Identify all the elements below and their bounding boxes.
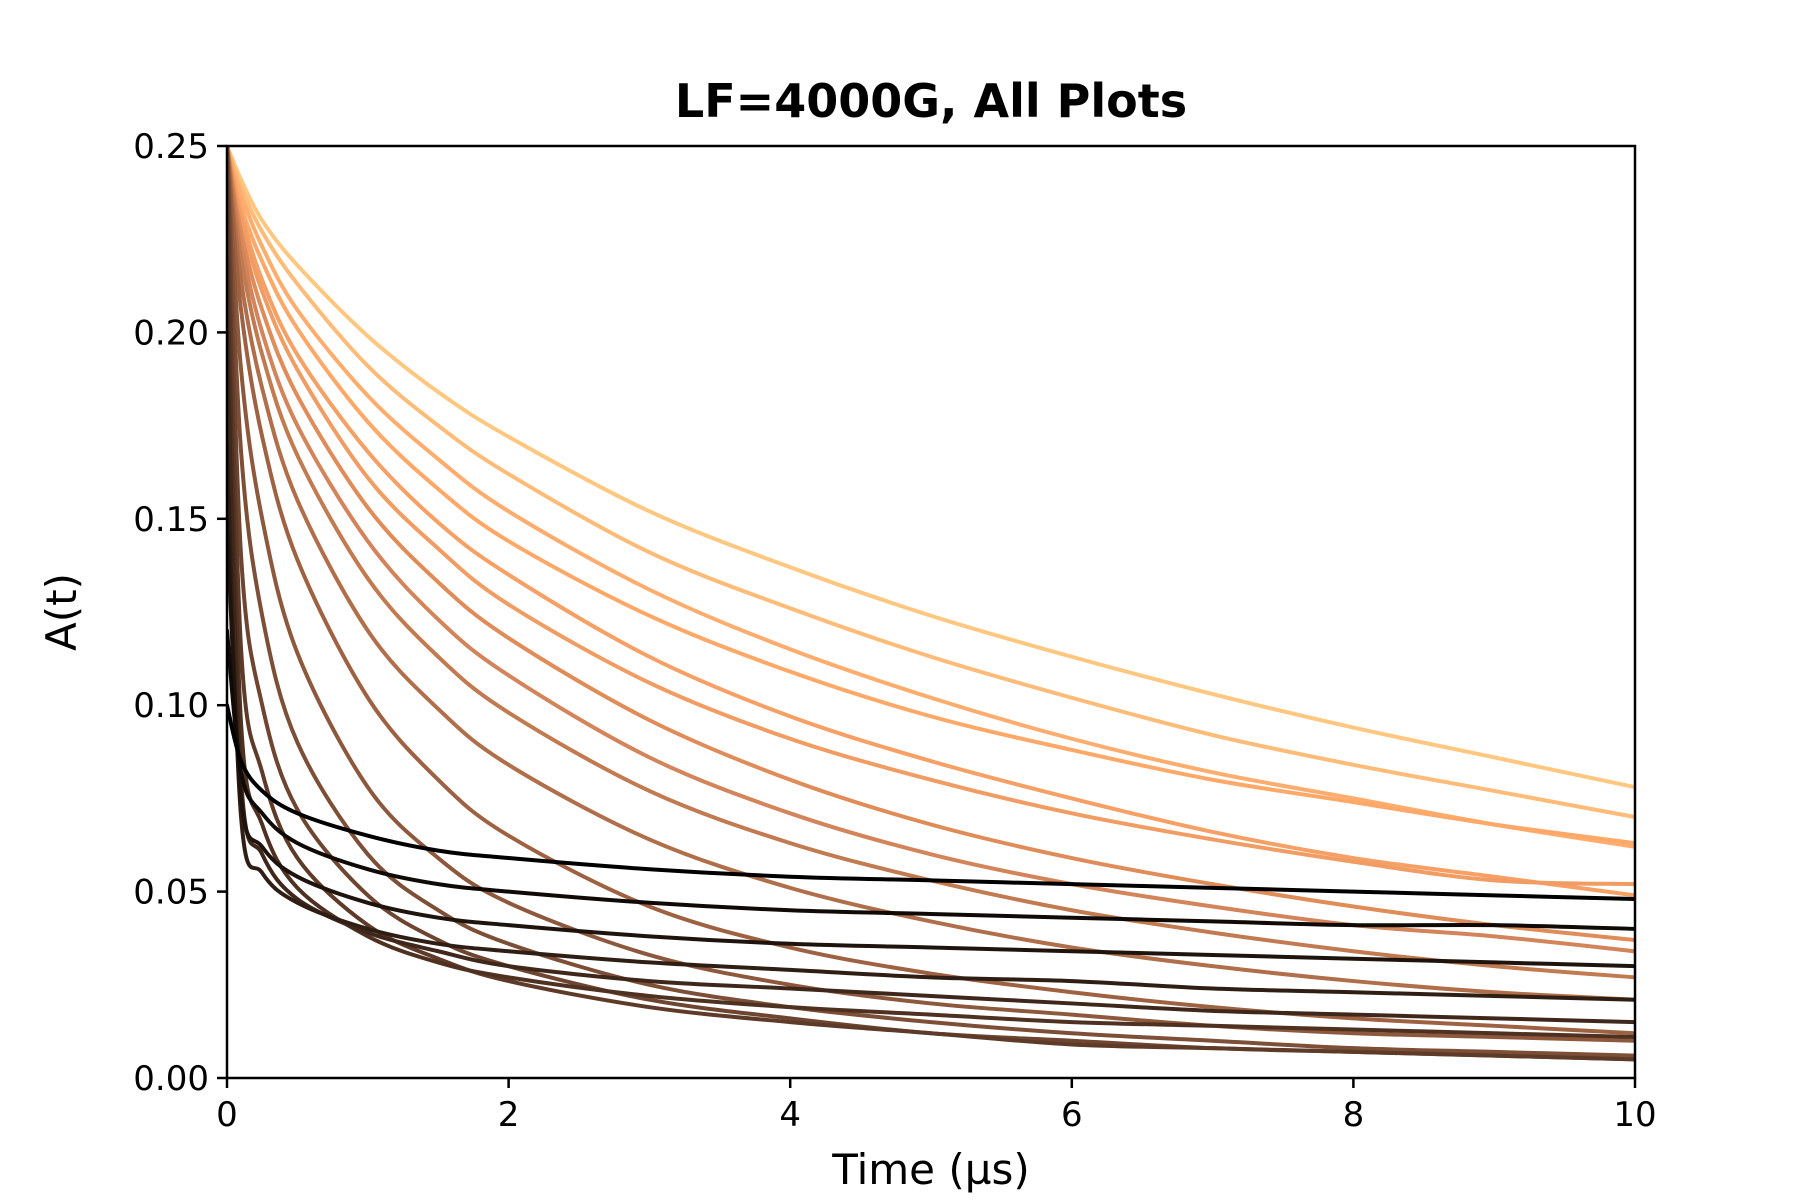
y-tick-label: 0.15 (133, 500, 209, 540)
series-line-13 (227, 146, 1635, 1058)
x-tick-label: 2 (498, 1095, 520, 1135)
series-line-6 (227, 146, 1635, 887)
x-tick-label: 8 (1343, 1095, 1365, 1135)
x-tick-label: 6 (1061, 1095, 1083, 1135)
plot-frame (225, 144, 1637, 1080)
series-line-2 (227, 146, 1635, 820)
series-line-12 (227, 146, 1635, 1043)
series-line-15 (227, 181, 1635, 1062)
chart-title: LF=4000G, All Plots (675, 74, 1187, 128)
series-line-3 (227, 146, 1635, 849)
series-line-10 (227, 146, 1635, 1002)
y-tick-label: 0.20 (133, 313, 209, 353)
series-line-8 (227, 146, 1635, 954)
x-tick-label: 10 (1613, 1095, 1656, 1135)
x-axis-label: Time (µs) (831, 1145, 1030, 1194)
x-tick-label: 0 (216, 1095, 238, 1135)
series-line-1 (227, 146, 1635, 790)
y-axis-label: A(t) (37, 573, 86, 651)
y-axis-ticks: 0.00 0.05 0.10 0.15 0.20 0.25 (133, 127, 227, 1099)
x-axis-ticks: 0 2 4 6 8 10 (216, 1078, 1657, 1135)
series-line-5 (227, 146, 1635, 898)
series-line-18 (227, 442, 1635, 1002)
series-line-17 (227, 330, 1635, 1025)
y-tick-label: 0.05 (133, 873, 209, 913)
series-line-7 (227, 146, 1635, 943)
y-tick-label: 0.00 (133, 1059, 209, 1099)
series-line-21 (227, 703, 1635, 902)
series-line-4 (227, 146, 1635, 846)
series-lines (227, 146, 1635, 1062)
y-tick-label: 0.10 (133, 686, 209, 726)
series-line-20 (227, 628, 1635, 931)
y-tick-label: 0.25 (133, 127, 209, 167)
series-line-19 (227, 516, 1635, 969)
x-tick-label: 4 (779, 1095, 801, 1135)
series-line-9 (227, 146, 1635, 980)
